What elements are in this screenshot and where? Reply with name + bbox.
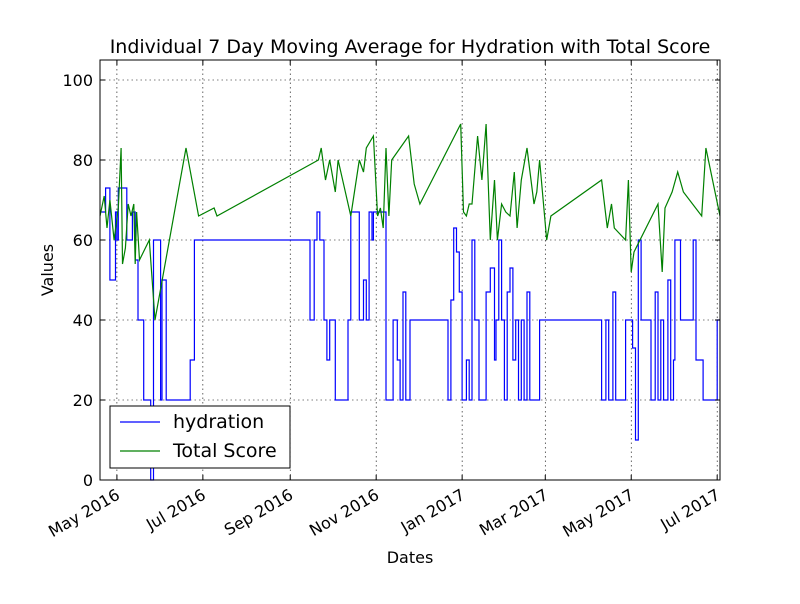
y-tick-label: 100 <box>62 71 93 90</box>
chart-title: Individual 7 Day Moving Average for Hydr… <box>110 36 711 58</box>
x-axis-label: Dates <box>387 548 434 567</box>
series-line-hydration <box>101 187 720 481</box>
legend-box <box>109 405 291 469</box>
y-tick-label: 80 <box>73 151 93 170</box>
y-tick-label: 0 <box>83 471 93 490</box>
y-tick-label: 40 <box>73 311 93 330</box>
y-tick-label: 20 <box>73 391 93 410</box>
legend-label-hydration: hydration <box>173 411 264 433</box>
series-line-total-score <box>99 123 721 321</box>
legend-label-total-score: Total Score <box>172 440 277 462</box>
legend: hydration Total Score <box>109 405 291 469</box>
plot-area-frame <box>99 59 721 481</box>
y-tick-label: 60 <box>73 231 93 250</box>
y-axis-label: Values <box>38 244 57 296</box>
series-lines <box>99 123 721 481</box>
